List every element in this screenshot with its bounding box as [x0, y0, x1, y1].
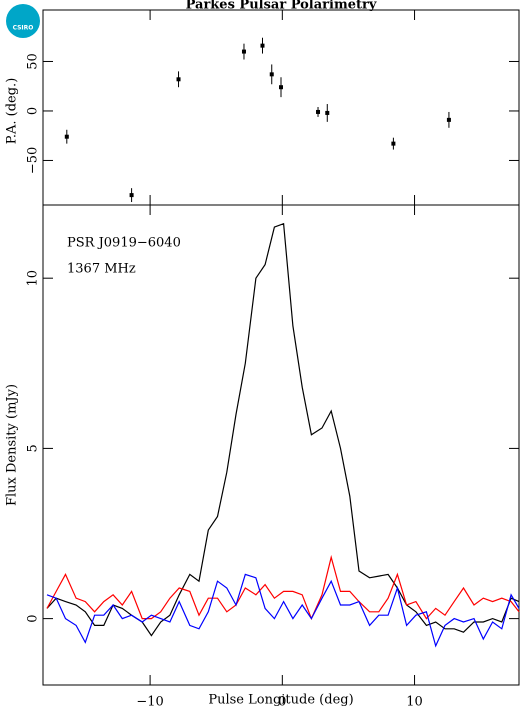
y-tick-label: 10	[26, 270, 41, 287]
line	[46, 573, 520, 648]
plot-frame	[42, 9, 520, 206]
line	[46, 222, 520, 637]
point	[241, 49, 246, 54]
point	[391, 141, 396, 146]
y-tick-label: 0	[26, 107, 41, 115]
plot-frame	[42, 204, 520, 686]
point	[316, 109, 321, 114]
x-tick-label: 0	[278, 695, 286, 710]
x-tick-label: 10	[406, 695, 423, 710]
y-tick-label: 5	[26, 444, 41, 452]
line	[46, 554, 520, 621]
y-axis-label: Flux Density (mJy)	[5, 384, 20, 506]
y-tick-label: 0	[26, 614, 41, 622]
y-tick-label: 50	[26, 53, 41, 70]
point	[279, 85, 283, 90]
y-tick-label: −50	[26, 147, 41, 174]
x-axis-label: Pulse Longitude (deg)	[208, 693, 353, 708]
x-tick-label: −10	[136, 695, 163, 710]
logo-text: CSIRO	[13, 25, 34, 32]
point	[325, 110, 330, 115]
point	[446, 117, 451, 122]
point	[269, 72, 274, 77]
point	[176, 77, 181, 82]
chart-title: Parkes Pulsar Polarimetry	[186, 0, 377, 13]
logo	[6, 4, 40, 38]
annotation: 1367 MHz	[67, 262, 136, 277]
point	[64, 134, 69, 139]
point	[129, 193, 134, 198]
y-axis-label: P.A. (deg.)	[5, 78, 20, 145]
annotation: PSR J0919−6040	[67, 236, 181, 251]
point	[260, 43, 265, 48]
